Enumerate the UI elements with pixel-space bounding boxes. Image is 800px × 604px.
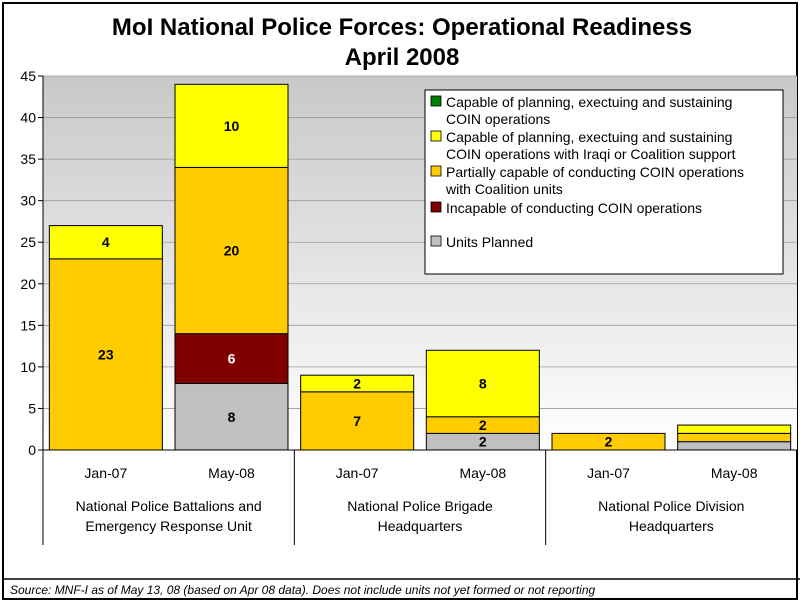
y-tick-label: 10 [20, 359, 36, 375]
legend-label: Units Planned [446, 234, 533, 250]
y-tick-label: 15 [20, 317, 36, 333]
legend-swatch [430, 130, 442, 142]
data-label: 23 [98, 346, 114, 362]
data-label: 2 [353, 376, 361, 392]
group-label: Emergency Response Unit [85, 518, 252, 534]
chart-title-line: MoI National Police Forces: Operational … [112, 14, 692, 41]
x-tick-label: Jan-07 [336, 465, 379, 481]
group-label: Headquarters [629, 518, 714, 534]
chart-title: MoI National Police Forces: Operational … [112, 14, 692, 71]
data-label: 8 [228, 409, 236, 425]
legend-label: COIN operations [446, 111, 550, 127]
y-tick-label: 25 [20, 234, 36, 250]
bar-segment [174, 166, 289, 335]
bar-segment [48, 258, 163, 451]
legend-label: Partially capable of conducting COIN ope… [446, 164, 744, 180]
y-tick-label: 35 [20, 151, 36, 167]
legend-label: Capable of planning, exectuing and susta… [446, 94, 732, 110]
x-tick-label: May-08 [459, 465, 506, 481]
legend-box [424, 89, 784, 275]
chart: MoI National Police Forces: Operational … [4, 14, 800, 597]
group-label: National Police Battalions and [76, 498, 262, 514]
group-label: Headquarters [378, 518, 463, 534]
legend-swatch [430, 165, 442, 177]
data-label: 4 [102, 234, 110, 250]
y-tick-label: 40 [20, 110, 36, 126]
bar-segment [48, 225, 163, 260]
legend: Capable of planning, exectuing and susta… [424, 89, 784, 275]
data-label: 7 [353, 413, 361, 429]
bar-segment [425, 349, 540, 418]
y-tick-label: 5 [28, 400, 36, 416]
x-tick-label: Jan-07 [84, 465, 127, 481]
x-tick-label: May-08 [208, 465, 255, 481]
legend-label: Capable of planning, exectuing and susta… [446, 129, 732, 145]
x-tick-label: May-08 [711, 465, 758, 481]
y-axis: 0 5 10 15 20 25 30 35 40 45 [20, 68, 44, 458]
bar-segment [300, 391, 415, 451]
data-label: 2 [479, 417, 487, 433]
x-axis: Jan-07 May-08 Jan-07 May-08 Jan-07 May-08 Nati… [42, 449, 798, 545]
data-label: 6 [228, 351, 236, 367]
y-tick-label: 20 [20, 276, 36, 292]
data-label: 8 [479, 376, 487, 392]
legend-label: with Coalition units [445, 181, 563, 197]
data-label: 20 [224, 243, 240, 259]
group-label: National Police Brigade [347, 498, 493, 514]
bar-segment [174, 383, 289, 451]
y-tick-label: 0 [28, 442, 36, 458]
bar-segment [677, 432, 792, 443]
bar-segment [677, 424, 792, 434]
legend-swatch [430, 235, 442, 247]
bar-segment [300, 374, 415, 393]
y-tick-label: 30 [20, 193, 36, 209]
bars [48, 83, 792, 451]
data-label: 2 [605, 434, 613, 450]
bar-segment [677, 441, 792, 451]
group-label: National Police Division [598, 498, 744, 514]
bar-segment [174, 333, 289, 385]
data-label: 2 [479, 434, 487, 450]
chart-title-line: April 2008 [345, 44, 460, 71]
source-note: Source: MNF-I as of May 13, 08 (based on… [10, 583, 596, 597]
x-tick-label: Jan-07 [587, 465, 630, 481]
legend-label: Incapable of conducting COIN operations [446, 200, 702, 216]
y-tick-label: 45 [20, 68, 36, 84]
bar-segment [174, 83, 289, 168]
legend-label: COIN operations with Iraqi or Coalition … [446, 146, 736, 162]
legend-swatch [430, 201, 442, 213]
legend-swatch [430, 95, 442, 107]
data-label: 10 [224, 118, 240, 134]
